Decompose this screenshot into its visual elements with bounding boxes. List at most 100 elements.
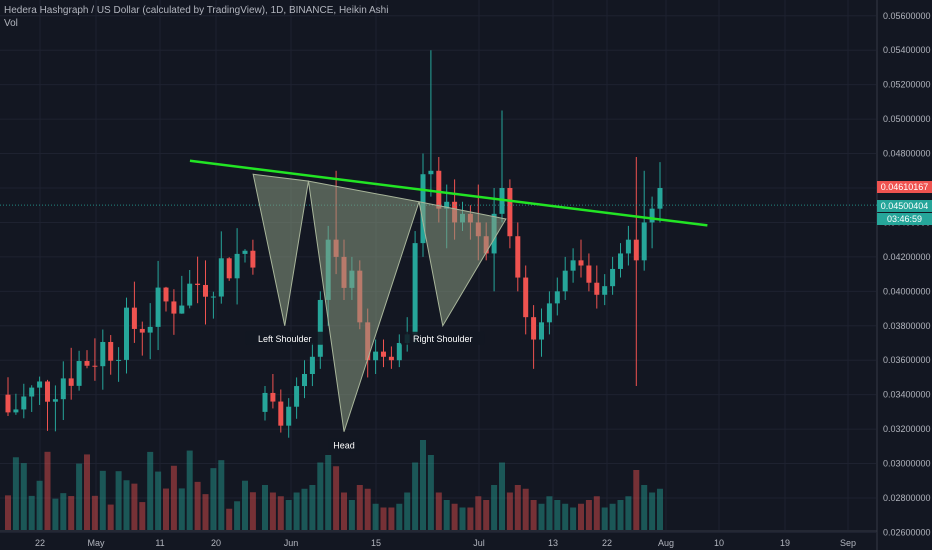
annotation-label: Left Shoulder <box>258 334 312 344</box>
volume-bar <box>443 500 450 530</box>
candle-body <box>531 317 537 340</box>
volume-bar-history <box>202 494 209 530</box>
volume-bar-history <box>218 460 225 530</box>
volume-bar-history <box>249 492 256 530</box>
y-tick-label: 0.05000000 <box>883 114 931 124</box>
volume-bar <box>451 503 458 530</box>
candle-body <box>278 401 284 426</box>
volume-bar-history <box>226 508 233 530</box>
candle-body-history <box>171 301 177 314</box>
candle-body <box>412 243 418 335</box>
volume-bar-history <box>242 480 248 530</box>
volume-bar-history <box>163 488 169 530</box>
annotation-label: Right Shoulder <box>413 334 473 344</box>
volume-bar <box>570 507 577 530</box>
candle-body-history <box>68 378 74 386</box>
price-tag-high: 0.04610167 <box>877 181 932 193</box>
volume-bar-history <box>60 493 67 530</box>
candle-body-history <box>242 250 248 254</box>
price-tag-countdown: 03:46:59 <box>877 213 932 225</box>
candle-body <box>546 303 552 323</box>
volume-bar-history <box>131 483 138 530</box>
candle-body-history <box>13 409 19 413</box>
volume-bar <box>262 485 268 530</box>
y-tick-label: 0.02600000 <box>883 527 931 537</box>
x-tick-label: Jul <box>473 538 485 548</box>
candle-body <box>286 406 292 426</box>
candle-body-history <box>187 283 193 306</box>
volume-indicator-label: Vol <box>4 18 18 29</box>
candle-body-history <box>124 307 129 360</box>
volume-bar-history <box>76 463 83 530</box>
candle-body <box>523 277 529 318</box>
y-tick-label: 0.03800000 <box>883 321 931 331</box>
candle-body <box>618 253 623 269</box>
candle-body-history <box>234 253 240 279</box>
candle-body <box>317 299 323 357</box>
volume-bar <box>483 500 490 530</box>
candle-body <box>396 343 402 361</box>
candle-body-history <box>84 361 90 366</box>
candle-body-history <box>147 326 153 333</box>
volume-bar <box>317 462 324 530</box>
y-tick-label: 0.05400000 <box>883 45 931 55</box>
candle-body <box>586 265 592 283</box>
candle-body-history <box>155 287 161 327</box>
volume-bar <box>546 496 553 530</box>
candle-body <box>657 188 663 209</box>
candle-body <box>554 291 560 304</box>
volume-bar-history <box>115 471 122 530</box>
volume-bar <box>364 488 371 530</box>
volume-bar-history <box>44 451 51 530</box>
volume-bar <box>633 470 640 530</box>
volume-bar <box>325 455 332 530</box>
y-tick-label: 0.04000000 <box>883 286 931 296</box>
volume-bar <box>285 500 292 530</box>
neckline-trendline <box>189 159 708 227</box>
head-triangle <box>307 180 420 432</box>
candle-body-history <box>250 250 256 268</box>
x-tick-label: 13 <box>548 538 558 548</box>
candle-body-history <box>60 378 66 400</box>
right-shoulder-triangle <box>418 201 507 328</box>
candle-body <box>633 239 639 261</box>
volume-bar-history <box>147 451 154 530</box>
candle-body-history <box>116 359 122 361</box>
candle-body <box>381 351 386 357</box>
volume-bar <box>467 507 474 530</box>
candle-body-history <box>5 394 11 413</box>
candle-body-history <box>131 307 137 329</box>
volume-bar <box>562 503 569 530</box>
candle-body-history <box>100 341 106 367</box>
volume-bar <box>301 488 308 530</box>
candle-body <box>578 260 584 266</box>
volume-bar <box>420 440 426 530</box>
volume-bar <box>356 485 363 530</box>
volume-bar-history <box>234 501 241 530</box>
y-tick-label: 0.05600000 <box>883 11 931 21</box>
volume-bar-history <box>36 480 43 530</box>
volume-bar-history <box>107 504 114 530</box>
candle-body <box>309 356 315 374</box>
volume-bar <box>412 462 419 530</box>
volume-bar <box>396 503 403 530</box>
y-tick-label: 0.05200000 <box>883 80 931 90</box>
volume-bar-history <box>139 502 146 530</box>
volume-bar-history <box>91 495 98 530</box>
annotation-label: Head <box>333 441 355 451</box>
candle-body <box>294 386 300 407</box>
candle-body <box>270 392 276 402</box>
volume-bar-history <box>12 457 19 530</box>
volume-bar <box>617 500 624 530</box>
volume-bar <box>388 507 395 530</box>
x-tick-label: 15 <box>371 538 381 548</box>
candle-body <box>515 236 521 278</box>
x-tick-label: 19 <box>780 538 790 548</box>
volume-bar <box>491 485 498 530</box>
candle-body <box>625 239 631 254</box>
annotation-background <box>400 331 485 345</box>
volume-bar-history <box>170 465 177 530</box>
candle-body-history <box>218 258 224 297</box>
candle-body <box>436 170 442 209</box>
